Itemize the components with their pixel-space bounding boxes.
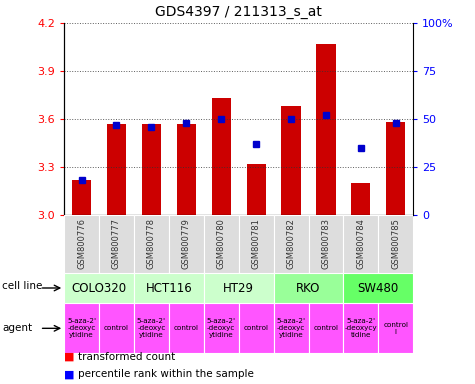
Text: control: control xyxy=(314,325,339,331)
Bar xyxy=(343,303,379,353)
Text: transformed count: transformed count xyxy=(78,352,176,362)
Bar xyxy=(64,303,99,353)
Bar xyxy=(169,303,204,353)
Bar xyxy=(72,180,91,215)
Text: control
l: control l xyxy=(383,322,408,335)
Bar xyxy=(204,273,274,303)
Text: GSM800783: GSM800783 xyxy=(322,218,331,269)
Text: GSM800781: GSM800781 xyxy=(252,218,261,269)
Bar xyxy=(169,215,204,273)
Text: control: control xyxy=(244,325,269,331)
Text: percentile rank within the sample: percentile rank within the sample xyxy=(78,369,254,379)
Text: GSM800778: GSM800778 xyxy=(147,218,156,269)
Text: GSM800782: GSM800782 xyxy=(286,218,295,269)
Bar xyxy=(99,215,134,273)
Bar xyxy=(282,106,301,215)
Bar xyxy=(134,215,169,273)
Bar xyxy=(177,124,196,215)
Text: GSM800776: GSM800776 xyxy=(77,218,86,269)
Bar xyxy=(352,183,370,215)
Text: GSM800785: GSM800785 xyxy=(391,218,400,269)
Bar xyxy=(343,215,379,273)
Bar xyxy=(204,215,238,273)
Bar xyxy=(99,303,134,353)
Bar xyxy=(386,122,405,215)
Text: 5-aza-2'
-deoxyc
ytidine: 5-aza-2' -deoxyc ytidine xyxy=(137,318,166,338)
Text: 5-aza-2'
-deoxyc
ytidine: 5-aza-2' -deoxyc ytidine xyxy=(67,318,96,338)
Text: control: control xyxy=(104,325,129,331)
Bar xyxy=(343,273,413,303)
Bar xyxy=(107,124,126,215)
Text: ■: ■ xyxy=(64,352,75,362)
Text: GSM800779: GSM800779 xyxy=(182,218,191,269)
Text: 5-aza-2'
-deoxyc
ytidine: 5-aza-2' -deoxyc ytidine xyxy=(276,318,305,338)
Text: control: control xyxy=(174,325,199,331)
Bar xyxy=(309,303,343,353)
Bar xyxy=(134,273,204,303)
Text: HCT116: HCT116 xyxy=(145,281,192,295)
Bar xyxy=(274,215,309,273)
Bar xyxy=(316,44,335,215)
Bar xyxy=(64,273,134,303)
Bar xyxy=(274,273,343,303)
Text: 5-aza-2'
-deoxycy
tidine: 5-aza-2' -deoxycy tidine xyxy=(344,318,377,338)
Text: ■: ■ xyxy=(64,369,75,379)
Bar xyxy=(379,215,413,273)
Text: GSM800777: GSM800777 xyxy=(112,218,121,269)
Text: HT29: HT29 xyxy=(223,281,254,295)
Bar xyxy=(309,215,343,273)
Text: agent: agent xyxy=(2,323,32,333)
Bar xyxy=(142,124,161,215)
Text: GSM800780: GSM800780 xyxy=(217,218,226,269)
Bar xyxy=(247,164,266,215)
Text: COLO320: COLO320 xyxy=(71,281,127,295)
Text: RKO: RKO xyxy=(296,281,321,295)
Text: GSM800784: GSM800784 xyxy=(356,218,365,269)
Bar xyxy=(274,303,309,353)
Title: GDS4397 / 211313_s_at: GDS4397 / 211313_s_at xyxy=(155,5,322,19)
Bar xyxy=(204,303,238,353)
Bar xyxy=(379,303,413,353)
Bar xyxy=(238,303,274,353)
Bar xyxy=(134,303,169,353)
Text: cell line: cell line xyxy=(2,281,43,291)
Bar xyxy=(212,98,231,215)
Text: 5-aza-2'
-deoxyc
ytidine: 5-aza-2' -deoxyc ytidine xyxy=(207,318,236,338)
Bar xyxy=(238,215,274,273)
Text: SW480: SW480 xyxy=(358,281,399,295)
Bar xyxy=(64,215,99,273)
